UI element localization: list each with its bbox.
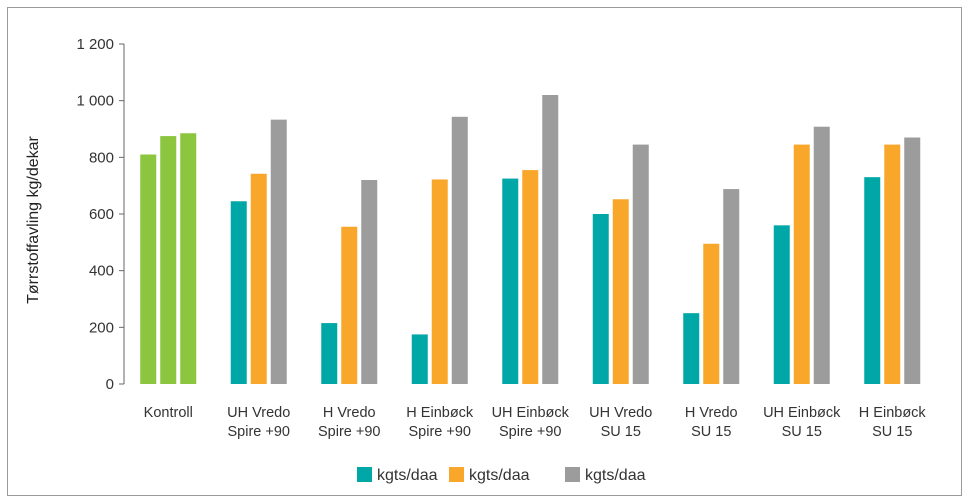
x-tick-label: Spire +90: [499, 424, 561, 440]
legend: kgts/daa kgts/daa kgts/daa: [357, 467, 646, 484]
bar: [813, 126, 830, 384]
x-tick-label: H Vredo: [685, 405, 738, 421]
legend-swatch: [357, 467, 372, 482]
y-axis: 0 200 400 600 800 1 000 1 200: [76, 36, 125, 393]
x-tick-label: Spire +90: [318, 424, 380, 440]
x-axis-labels: Kontroll UH Vredo Spire +90 H Vredo Spire +9…: [144, 405, 927, 440]
bar: [522, 170, 539, 384]
bar: [773, 225, 790, 384]
bar: [160, 136, 177, 384]
bar: [451, 116, 468, 385]
bar: [341, 226, 358, 384]
legend-swatch: [449, 467, 464, 482]
legend-swatch: [565, 467, 580, 482]
bar: [632, 144, 649, 384]
y-tick-label: 600: [89, 206, 114, 223]
chart-frame: 0 200 400 600 800 1 000 1 200 Kontroll UH Vredo…: [7, 7, 962, 496]
x-tick-label: H Einbøck: [406, 405, 474, 421]
bar-chart: 0 200 400 600 800 1 000 1 200 Kontroll UH Vredo…: [25, 36, 927, 484]
legend-label: kgts/daa: [469, 467, 530, 484]
bar: [230, 201, 247, 384]
bar: [884, 144, 901, 384]
legend-label: kgts/daa: [377, 467, 438, 484]
bar: [904, 137, 921, 384]
x-tick-label: UH Einbøck: [763, 405, 841, 421]
bar: [250, 173, 267, 384]
y-tick-label: 200: [89, 319, 114, 336]
y-axis-title: Tørrstoffavling kg/dekar: [25, 135, 42, 303]
bars-group: [140, 95, 921, 385]
x-tick-label: Kontroll: [144, 405, 193, 421]
y-tick-label: 800: [89, 149, 114, 166]
y-tick-label: 1 000: [76, 93, 114, 110]
bar: [592, 214, 609, 384]
y-tick-label: 400: [89, 263, 114, 280]
x-tick-label: UH Vredo: [227, 405, 290, 421]
bar: [683, 313, 700, 384]
x-tick-label: SU 15: [691, 424, 731, 440]
x-tick-label: SU 15: [872, 424, 912, 440]
bar: [180, 133, 197, 384]
bar: [411, 334, 428, 384]
x-tick-label: UH Einbøck: [492, 405, 570, 421]
x-tick-label: SU 15: [782, 424, 822, 440]
y-tick-label: 0: [106, 376, 114, 393]
bar: [361, 180, 378, 384]
bar: [723, 189, 740, 384]
bar: [431, 179, 448, 384]
bar: [502, 178, 519, 384]
x-tick-label: UH Vredo: [589, 405, 652, 421]
bar: [703, 243, 720, 384]
x-tick-label: H Vredo: [323, 405, 376, 421]
x-tick-label: Spire +90: [228, 424, 290, 440]
x-tick-label: Spire +90: [409, 424, 471, 440]
bar: [542, 95, 559, 384]
bar: [270, 119, 287, 385]
x-tick-label: H Einbøck: [859, 405, 927, 421]
bar: [793, 144, 810, 384]
bar: [321, 323, 338, 384]
bar: [140, 154, 157, 384]
legend-label: kgts/daa: [585, 467, 646, 484]
bar: [864, 177, 881, 384]
x-tick-label: SU 15: [601, 424, 641, 440]
y-tick-label: 1 200: [76, 36, 114, 53]
bar: [612, 199, 629, 384]
